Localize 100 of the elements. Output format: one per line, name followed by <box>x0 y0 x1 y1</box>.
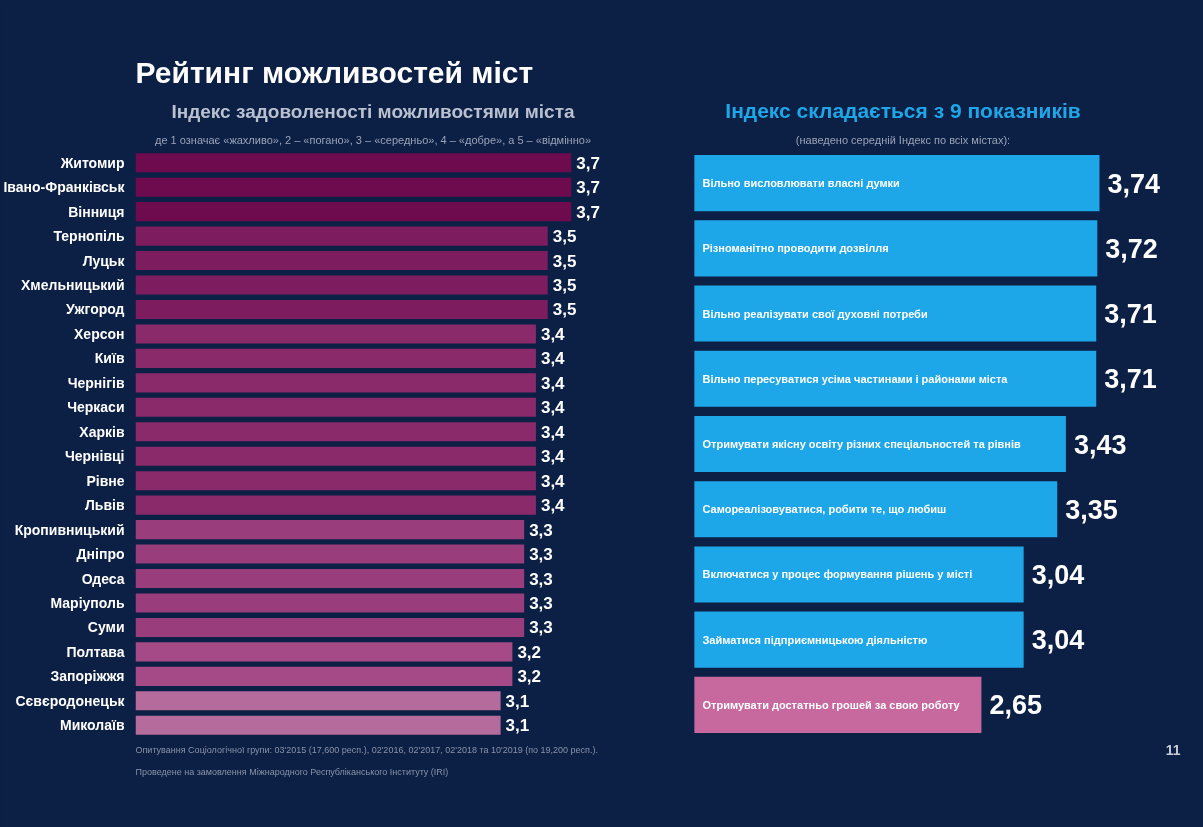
data-label: 3,04 <box>1031 559 1085 590</box>
bar <box>694 285 1097 342</box>
data-label: 3,2 <box>517 642 542 662</box>
bar <box>135 153 572 173</box>
data-label: 3,4 <box>540 398 566 418</box>
data-label: 3,5 <box>552 276 577 296</box>
y-tick-label: Рівне <box>86 472 125 489</box>
y-tick-label: Запоріжжя <box>50 668 125 685</box>
data-label: 3,4 <box>540 373 566 393</box>
data-label: 3,72 <box>1105 233 1158 264</box>
data-label: 3,1 <box>505 691 530 711</box>
y-tick-label: Івано-Франківськ <box>3 179 126 196</box>
y-tick-label: Харків <box>79 423 125 440</box>
y-tick-label: Маріуполь <box>50 594 125 611</box>
chart-subtitle: (наведено середній Індекс по всіх містах): <box>795 133 1011 146</box>
bar <box>694 481 1058 538</box>
y-tick-label: Чернівці <box>64 448 125 465</box>
y-tick-label: Включатися у процес формування рішень у місті <box>702 568 973 581</box>
y-tick-label: Хмельницький <box>21 277 125 294</box>
data-label: 3,4 <box>540 447 566 467</box>
text: Опитування Соціологічної групи: 03'2015 (17,600 респ.), 02'2016, 02'2017, 02'2018 та 10'2019 (по 19,200 респ.). <box>135 744 598 755</box>
bar <box>135 691 501 711</box>
bar <box>135 446 536 466</box>
y-tick-label: Різноманітно проводити дозвілля <box>702 242 889 255</box>
bar <box>135 642 513 662</box>
chart-title: Індекс складається з 9 показників <box>725 98 1081 122</box>
y-tick-label: Херсон <box>74 325 125 342</box>
text: 11 <box>1165 741 1181 758</box>
bar <box>135 348 536 368</box>
data-label: 3,5 <box>552 251 577 271</box>
data-label: 3,4 <box>540 422 566 442</box>
data-label: 3,3 <box>529 569 553 589</box>
bar <box>694 415 1066 473</box>
y-tick-label: Вільно висловлювати власні думки <box>702 177 900 190</box>
data-label: 3,4 <box>540 496 566 516</box>
bar <box>135 666 513 686</box>
data-label: 3,3 <box>529 618 553 638</box>
data-label: 3,5 <box>552 300 577 320</box>
y-tick-label: Вінниця <box>68 203 125 220</box>
bar <box>135 617 525 637</box>
text: Проведене на замовлення Міжнародного Республіканського Інституту (IRI) <box>135 766 449 777</box>
bar <box>694 350 1097 407</box>
bar <box>135 568 525 589</box>
data-label: 3,71 <box>1104 299 1157 330</box>
y-tick-label: Вільно реалізувати свої духовні потреби <box>702 307 928 320</box>
y-tick-label: Ужгород <box>66 301 125 318</box>
bar <box>135 202 572 222</box>
y-tick-label: Львів <box>84 497 125 514</box>
bar <box>694 546 1024 603</box>
y-tick-label: Кропивницький <box>14 521 125 538</box>
data-label: 3,4 <box>540 324 566 344</box>
y-tick-label: Луцьк <box>82 252 126 269</box>
y-tick-label: Одеса <box>81 570 125 587</box>
bar <box>135 422 536 442</box>
data-label: 3,71 <box>1104 364 1157 395</box>
data-label: 3,7 <box>576 202 600 222</box>
data-label: 3,7 <box>576 178 600 198</box>
data-label: 3,1 <box>505 716 530 736</box>
bar <box>135 520 525 540</box>
data-label: 3,74 <box>1107 168 1161 199</box>
text: Рейтинг можливостей міст <box>135 55 534 89</box>
data-label: 3,3 <box>529 520 553 540</box>
bar <box>135 251 548 271</box>
y-tick-label: Черкаси <box>67 399 125 416</box>
chart-subtitle: де 1 означає «жахливо», 2 – «погано», 3 – «середньо», 4 – «добре», а 5 – «відмінно» <box>155 133 591 146</box>
bar <box>135 471 536 491</box>
bar <box>135 177 572 197</box>
data-label: 2,65 <box>989 690 1042 721</box>
bar <box>135 373 536 393</box>
y-tick-label: Суми <box>87 619 125 636</box>
bar <box>135 226 548 246</box>
bar <box>694 611 1024 668</box>
data-label: 3,4 <box>540 471 566 491</box>
y-tick-label: Отримувати достатньо грошей за свою роботу <box>702 698 961 711</box>
data-label: 3,2 <box>517 667 542 687</box>
y-tick-label: Самореалізовуватися, робити те, що любиш <box>702 503 947 516</box>
y-tick-label: Займатися підприємницькою діяльністю <box>702 633 928 646</box>
bar <box>135 275 548 295</box>
data-label: 3,43 <box>1073 429 1127 460</box>
data-label: 3,3 <box>529 545 553 565</box>
y-tick-label: Вільно пересуватися усіма частинами і районами міста <box>702 372 1009 385</box>
y-tick-label: Миколаїв <box>59 717 125 734</box>
bar <box>135 397 536 417</box>
y-tick-label: Отримувати якісну освіту різних спеціальностей та рівнів <box>702 438 1022 450</box>
y-tick-label: Дніпро <box>76 546 125 563</box>
y-tick-label: Чернігів <box>67 374 125 391</box>
bar <box>694 155 1100 212</box>
chart-title: Індекс задоволеності можливостями міста <box>171 100 575 122</box>
data-label: 3,7 <box>576 153 600 173</box>
bar <box>135 495 536 515</box>
data-label: 3,3 <box>529 593 553 613</box>
y-tick-label: Житомир <box>59 154 125 171</box>
data-label: 3,35 <box>1065 494 1118 525</box>
data-label: 3,04 <box>1031 625 1085 656</box>
bar <box>694 676 982 733</box>
bar <box>135 544 525 564</box>
bar <box>694 220 1098 277</box>
y-tick-label: Тернопіль <box>53 228 125 245</box>
bar <box>135 593 525 613</box>
data-label: 3,4 <box>540 349 566 369</box>
